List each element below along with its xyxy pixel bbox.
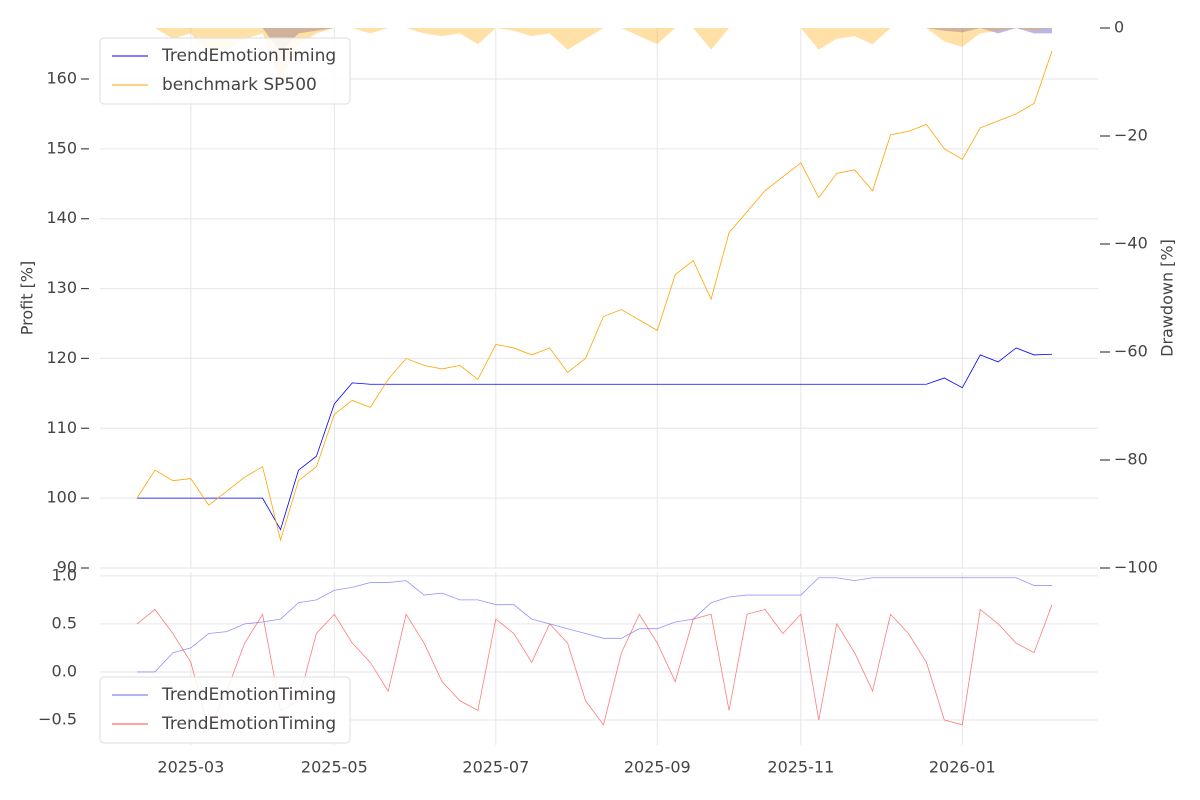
y2-tick-label: −60 [1114, 342, 1148, 361]
legend: TrendEmotionTiming benchmark SP500 [99, 37, 351, 105]
y-tick-label: 0.5 [52, 613, 77, 632]
x-tick-label: 2026-01 [929, 758, 996, 777]
y2-tick-label: 0 [1114, 18, 1124, 37]
y2-tick-label: −20 [1114, 126, 1148, 145]
legend-box [99, 37, 351, 105]
legend-label: TrendEmotionTiming [161, 685, 336, 705]
drawdown-area [137, 28, 1052, 53]
y-tick-label: 150 [46, 138, 77, 157]
x-tick-label: 2025-11 [767, 758, 834, 777]
y-tick-label: 160 [46, 68, 77, 87]
y2-tick-label: −40 [1114, 234, 1148, 253]
y-tick-label: 90 [57, 558, 77, 577]
x-tick-label: 2025-05 [301, 758, 368, 777]
x-tick-label: 2025-09 [624, 758, 691, 777]
series-line [137, 347, 1053, 531]
y2-tick-label: −80 [1114, 450, 1148, 469]
y-tick-label: 0.0 [52, 661, 77, 680]
legend-box [99, 676, 351, 744]
y-tick-label: 130 [46, 278, 77, 297]
drawdown-area [137, 28, 1052, 82]
y-axis-label: Profit [%] [18, 261, 37, 336]
y-tick-label: 1.0 [52, 565, 77, 584]
y-tick-label: 140 [46, 208, 77, 227]
x-tick-label: 2025-07 [462, 758, 529, 777]
y-tick-label: −0.5 [38, 710, 77, 729]
legend: TrendEmotionTiming TrendEmotionTiming [99, 676, 351, 744]
series-line [136, 50, 1053, 542]
y2-tick-label: −100 [1114, 558, 1158, 577]
y-tick-label: 120 [46, 348, 77, 367]
series-line [137, 577, 1052, 673]
legend-label: benchmark SP500 [162, 75, 317, 95]
legend-label: TrendEmotionTiming [161, 714, 336, 734]
y-tick-label: 100 [46, 488, 77, 507]
legend-label: TrendEmotionTiming [161, 46, 336, 66]
y2-axis-label: Drawdown [%] [1158, 239, 1177, 357]
y-tick-label: 110 [46, 418, 77, 437]
x-tick-label: 2025-03 [157, 758, 224, 777]
